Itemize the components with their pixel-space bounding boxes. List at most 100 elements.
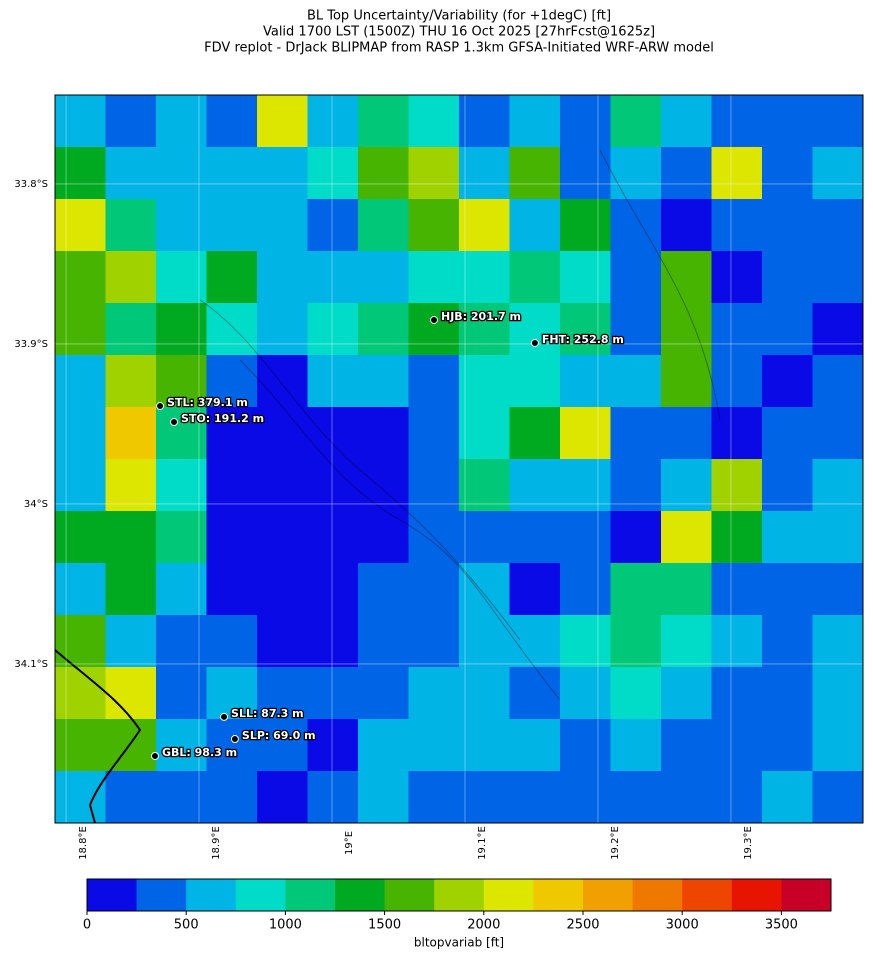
grid-cell (257, 459, 308, 512)
grid-cell (105, 199, 157, 252)
grid-cell (459, 511, 510, 564)
grid-cell (560, 667, 611, 720)
colorbar-tick-label: 1000 (269, 918, 302, 933)
grid-cell (812, 459, 863, 512)
grid-cell (156, 563, 207, 616)
grid-cell (358, 95, 409, 148)
colorbar-swatch (781, 879, 832, 911)
grid-cell (105, 615, 157, 668)
map-frame (54, 94, 864, 824)
grid-cell (105, 511, 157, 564)
grid-cell (560, 407, 611, 460)
grid-cell (560, 563, 611, 616)
grid-cell (711, 95, 763, 148)
grid-cell (560, 615, 611, 668)
grid-cell (610, 147, 662, 200)
grid-cell (307, 199, 359, 252)
grid-cell (55, 459, 106, 512)
grid-cell (459, 147, 510, 200)
grid-cell (812, 563, 863, 616)
grid-cell (459, 355, 510, 408)
grid-cell (711, 771, 763, 823)
grid-cell (206, 615, 258, 668)
colorbar-swatch (483, 879, 534, 911)
grid-cell (711, 407, 763, 460)
grid-cell (812, 511, 863, 564)
grid-cell (206, 563, 258, 616)
grid-cell (105, 355, 157, 408)
grid-cell (711, 511, 763, 564)
grid-cell (560, 303, 611, 356)
grid-cell (206, 771, 258, 823)
colorbar-swatch (682, 879, 733, 911)
grid-cell (156, 615, 207, 668)
grid-cell (358, 771, 409, 823)
grid-cell (509, 615, 561, 668)
grid-cell (408, 407, 460, 460)
grid-cell (509, 771, 561, 823)
grid-cell (307, 147, 359, 200)
grid-cell (812, 719, 863, 772)
colorbar-swatch (285, 879, 336, 911)
grid-cell (408, 251, 460, 304)
contour (239, 359, 561, 701)
grid-cell (105, 303, 157, 356)
colorbar-tick-label: 1500 (368, 918, 401, 933)
grid-cell (661, 199, 712, 252)
colorbar-swatch (583, 879, 634, 911)
grid-cell (358, 459, 409, 512)
lat-label: 33.9°S (14, 339, 48, 350)
grid-cell (307, 667, 359, 720)
grid-cell (358, 355, 409, 408)
grid-cell (661, 407, 712, 460)
grid-cell (408, 615, 460, 668)
station (156, 402, 165, 411)
grid-cell (560, 147, 611, 200)
colorbar-swatch (632, 879, 683, 911)
lat-label: 34.1°S (14, 659, 48, 670)
grid-cell (156, 355, 207, 408)
grid-cell (408, 303, 460, 356)
colorbar-frame (86, 878, 832, 912)
station (151, 751, 160, 760)
colorbar-swatch (434, 879, 485, 911)
grid-cell (105, 667, 157, 720)
grid-cell (156, 407, 207, 460)
grid-cell (257, 407, 308, 460)
grid-cell (206, 95, 258, 148)
grid-cell (509, 563, 561, 616)
grid-cell (257, 511, 308, 564)
overlay (55, 95, 863, 823)
grid-cell (459, 563, 510, 616)
grid-cell (55, 615, 106, 668)
grid-cell (408, 95, 460, 148)
grid-cell (711, 303, 763, 356)
grid-cell (105, 563, 157, 616)
grid-cell (509, 511, 561, 564)
grid-cell (610, 407, 662, 460)
grid-cell (408, 511, 460, 564)
grid-cell (509, 459, 561, 512)
grid-cell (610, 511, 662, 564)
station-label: GBL: 98.3 m (162, 746, 237, 759)
colorbar-swatch (384, 879, 435, 911)
grid-cell (762, 459, 813, 512)
station (170, 418, 179, 427)
grid-cell (610, 667, 662, 720)
lon-label: 19.1°E (477, 826, 488, 860)
grid-cell (206, 251, 258, 304)
grid-cell (711, 355, 763, 408)
grid-cell (812, 615, 863, 668)
colorbar-tick-label: 3000 (666, 918, 699, 933)
grid-cell (661, 95, 712, 148)
grid-cell (560, 719, 611, 772)
grid-cell (762, 771, 813, 823)
grid-cell (610, 355, 662, 408)
grid-cell (762, 667, 813, 720)
colorbar-swatch (731, 879, 782, 911)
grid-cell (560, 459, 611, 512)
grid-cell (408, 147, 460, 200)
grid-cell (206, 511, 258, 564)
raster (55, 95, 863, 823)
